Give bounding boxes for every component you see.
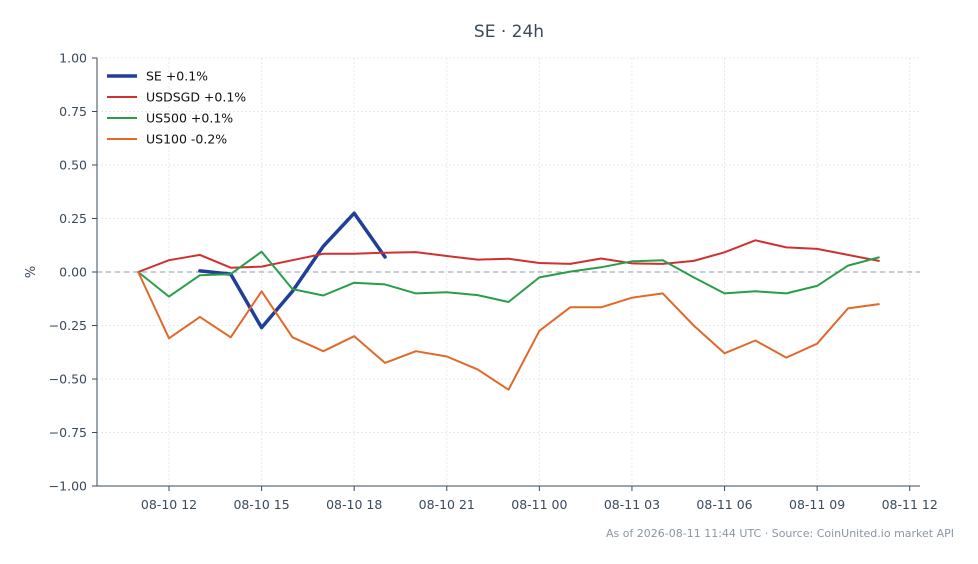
series-line-4 (137, 271, 880, 391)
legend-label: US500 +0.1% (146, 111, 233, 126)
series-line-3 (137, 250, 880, 303)
y-axis: 1.00 0.75 0.50 0.25 0.00 −0.25 −0.50 −0.75 −1.00 (49, 51, 97, 494)
y-axis-label: % (24, 266, 39, 278)
series-line-2 (137, 239, 880, 273)
x-tick-label: 08-11 06 (696, 497, 752, 512)
x-tick-label: 08-11 09 (789, 497, 845, 512)
legend-label: SE +0.1% (146, 69, 208, 84)
x-axis: 08-10 12 08-10 15 08-10 18 08-10 21 08-11 00… (141, 486, 938, 512)
x-tick-label: 08-10 12 (141, 497, 197, 512)
legend: SE +0.1% USDSGD +0.1% US500 +0.1% US100 -0.… (107, 69, 246, 147)
y-tick-label: 0.75 (59, 104, 87, 119)
x-tick-label: 08-11 12 (882, 497, 938, 512)
y-tick-label: 0.25 (59, 211, 87, 226)
y-tick-label: −1.00 (49, 479, 87, 494)
source-footer: As of 2026-08-11 11:44 UTC · Source: Coi… (606, 527, 954, 540)
chart-title: SE · 24h (474, 22, 544, 42)
y-tick-label: −0.75 (49, 425, 87, 440)
legend-label: US100 -0.2% (146, 132, 227, 147)
y-tick-label: −0.50 (49, 372, 87, 387)
x-tick-label: 08-10 21 (419, 497, 475, 512)
series-line-1 (198, 211, 387, 330)
x-tick-label: 08-11 00 (511, 497, 567, 512)
y-tick-label: 1.00 (59, 51, 87, 66)
series-group (137, 211, 880, 391)
y-tick-label: 0.00 (59, 265, 87, 280)
x-tick-label: 08-10 15 (233, 497, 289, 512)
legend-label: USDSGD +0.1% (146, 90, 246, 105)
y-tick-label: −0.25 (49, 318, 87, 333)
y-tick-label: 0.50 (59, 158, 87, 173)
x-tick-label: 08-11 03 (604, 497, 660, 512)
x-tick-label: 08-10 18 (326, 497, 382, 512)
